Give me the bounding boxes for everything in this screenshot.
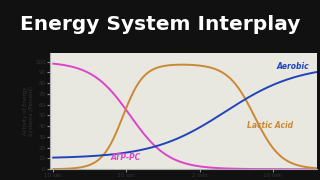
Text: Energy System Interplay: Energy System Interplay bbox=[20, 15, 300, 34]
Y-axis label: Activity of Energy
Systems (Percent): Activity of Energy Systems (Percent) bbox=[23, 86, 34, 136]
Text: Aerobic: Aerobic bbox=[276, 62, 309, 71]
Text: ATP-PC: ATP-PC bbox=[110, 152, 140, 161]
Text: Lactic Acid: Lactic Acid bbox=[247, 121, 293, 130]
